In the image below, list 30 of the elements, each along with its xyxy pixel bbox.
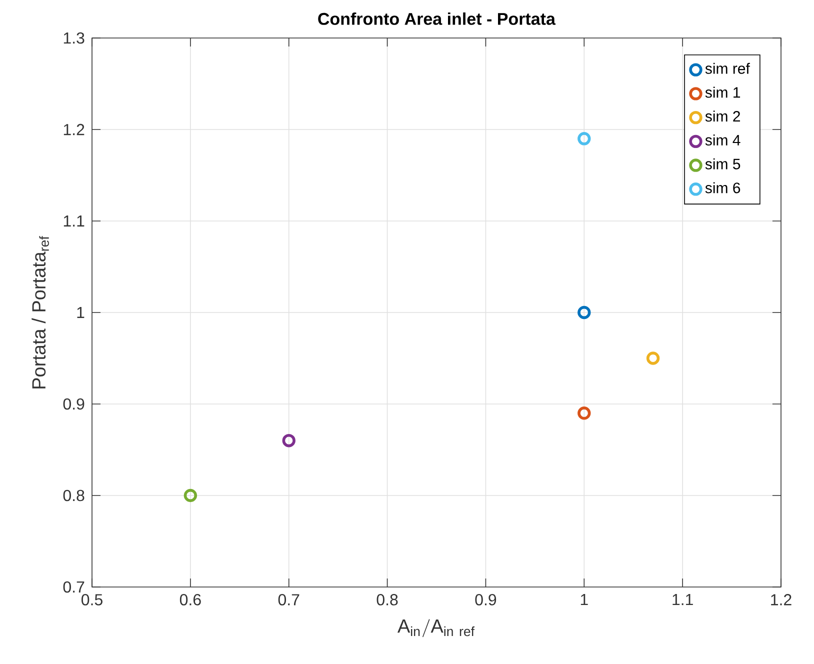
legend-label: sim 2 (705, 110, 740, 122)
legend-label: sim 4 (705, 134, 740, 146)
point (578, 306, 591, 320)
x-tick-label: 0.8 (376, 594, 398, 606)
x-tick-label: 1.1 (672, 594, 693, 606)
x-tick-label: 1.2 (771, 594, 792, 606)
y-tick-label: 1.1 (64, 215, 84, 227)
y-tick-label: 0.8 (63, 490, 84, 502)
y-tick-label: 0.7 (63, 581, 84, 593)
point (578, 132, 591, 146)
y-tick-label: 1.2 (64, 124, 84, 136)
point (578, 406, 591, 420)
x-tick-label: 0.9 (475, 594, 496, 606)
x-tick-label: 1 (580, 594, 588, 606)
point (646, 352, 660, 365)
x-axis-title: $\mathrm{A_{in} / A_{in\ ref}}$ (397, 619, 475, 638)
y-axis-title: Portata / Portata$_{ref}$ (32, 236, 49, 388)
x-tick-label: 0.5 (82, 594, 102, 606)
x-tick-label: 0.6 (180, 594, 201, 606)
point (282, 434, 296, 448)
chart-title: Confronto Area inlet - Portata (318, 12, 556, 25)
y-tick-label: 0.9 (63, 398, 84, 410)
y-tick-label: 1.3 (64, 32, 84, 44)
legend-label: sim ref (705, 62, 750, 74)
legend-label: sim 5 (705, 158, 740, 170)
legend-label: sim 1 (705, 86, 740, 98)
legend-label: sim 6 (705, 182, 740, 194)
y-tick-label: 1 (77, 306, 84, 318)
x-tick-label: 0.7 (278, 594, 300, 606)
point (184, 488, 198, 502)
